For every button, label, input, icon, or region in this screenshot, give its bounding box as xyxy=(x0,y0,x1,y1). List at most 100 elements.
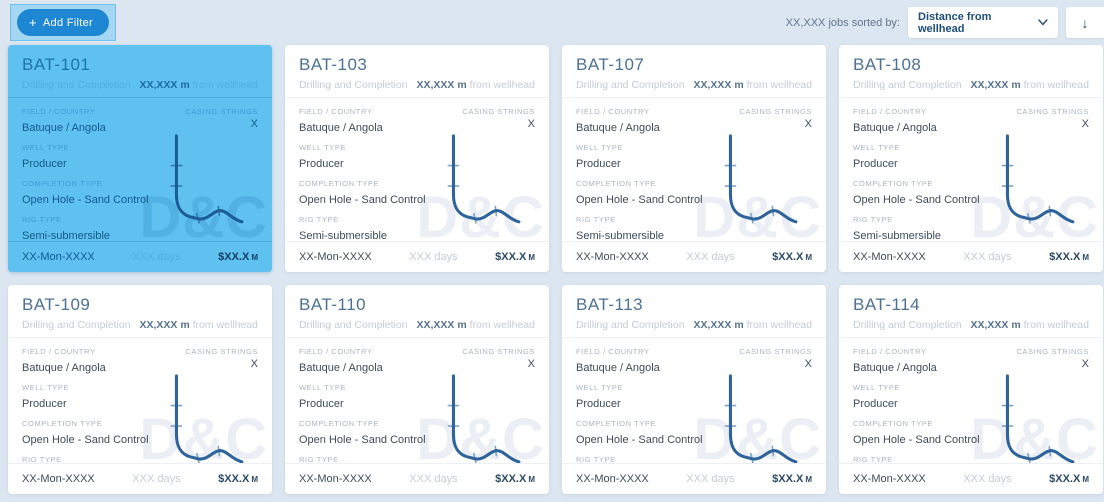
casing-strings-label: CASING STRINGS xyxy=(1016,347,1089,356)
distance-from-wellhead: XX,XXX m from wellhead xyxy=(417,319,536,331)
distance-from-wellhead: XX,XXX m from wellhead xyxy=(971,79,1090,91)
field-country-value: Batuque / Angola xyxy=(22,122,106,134)
completion-type-value: Open Hole - Sand Control xyxy=(22,194,149,206)
field-country: FIELD / COUNTRY Batuque / Angola xyxy=(22,107,182,136)
field-country-label: FIELD / COUNTRY xyxy=(576,107,650,116)
card-body: FIELD / COUNTRY Batuque / Angola WELL TY… xyxy=(285,338,549,463)
rig-type: RIG TYPE Semi-submersible xyxy=(853,215,1013,241)
card-header: BAT-114 Drilling and Completion XX,XXX m… xyxy=(839,285,1103,338)
sort-direction-button[interactable]: ↓ xyxy=(1066,7,1104,38)
cost-unit: M xyxy=(528,475,535,484)
well-type-label: WELL TYPE xyxy=(576,143,624,152)
well-id-title: BAT-103 xyxy=(299,55,368,74)
spud-date: XX-Mon-XXXX xyxy=(22,473,95,485)
card-body: FIELD / COUNTRY Batuque / Angola WELL TY… xyxy=(562,338,826,463)
well-id-title: BAT-114 xyxy=(853,295,921,314)
card-subtitle: Drilling and Completion xyxy=(853,79,962,91)
spud-date: XX-Mon-XXXX xyxy=(299,473,372,485)
completion-type-label: COMPLETION TYPE xyxy=(853,179,934,188)
rig-type-label: RIG TYPE xyxy=(853,455,893,463)
spud-date: XX-Mon-XXXX xyxy=(576,473,649,485)
completion-type-value: Open Hole - Sand Control xyxy=(853,434,980,446)
card-footer: XX-Mon-XXXX XXX days $XX.X M xyxy=(8,463,272,494)
well-trajectory-chart xyxy=(170,134,244,224)
rig-type: RIG TYPE Semi-submersible xyxy=(22,455,182,463)
card-header: BAT-113 Drilling and Completion XX,XXX m… xyxy=(562,285,826,338)
well-type: WELL TYPE Producer xyxy=(22,143,182,172)
cost-value: $XX.X M xyxy=(218,251,258,263)
cost-value: $XX.X M xyxy=(1049,473,1089,485)
dc-watermark: D&C xyxy=(693,185,822,241)
well-card-bat-110[interactable]: BAT-110 Drilling and Completion XX,XXX m… xyxy=(285,285,549,494)
card-header: BAT-103 Drilling and Completion XX,XXX m… xyxy=(285,45,549,98)
card-subtitle: Drilling and Completion xyxy=(22,319,131,331)
well-card-bat-107[interactable]: BAT-107 Drilling and Completion XX,XXX m… xyxy=(562,45,826,272)
cost-unit: M xyxy=(251,253,258,262)
casing-strings: CASING STRINGS X xyxy=(1016,107,1089,130)
well-id-title: BAT-101 xyxy=(22,55,91,74)
field-country: FIELD / COUNTRY Batuque / Angola xyxy=(576,347,736,376)
distance-from-wellhead: XX,XXX m from wellhead xyxy=(417,79,536,91)
casing-strings-value: X xyxy=(804,118,812,130)
field-country: FIELD / COUNTRY Batuque / Angola xyxy=(853,107,1013,136)
casing-strings-value: X xyxy=(527,358,535,370)
casing-strings: CASING STRINGS X xyxy=(462,347,535,370)
distance-value: XX,XXX m xyxy=(139,319,190,331)
well-id-title: BAT-107 xyxy=(576,55,645,74)
well-card-bat-103[interactable]: BAT-103 Drilling and Completion XX,XXX m… xyxy=(285,45,549,272)
card-footer: XX-Mon-XXXX XXX days $XX.X M xyxy=(8,241,272,272)
sort-by-value: Distance from wellhead xyxy=(918,10,992,35)
casing-strings-label: CASING STRINGS xyxy=(185,107,258,116)
add-filter-highlight: + Add Filter xyxy=(10,4,116,41)
distance-value: XX,XXX m xyxy=(970,319,1021,331)
field-country: FIELD / COUNTRY Batuque / Angola xyxy=(576,107,736,136)
well-trajectory-chart xyxy=(1001,374,1075,463)
distance-suffix: from wellhead xyxy=(469,319,535,331)
completion-type-value: Open Hole - Sand Control xyxy=(22,434,149,446)
well-type-label: WELL TYPE xyxy=(22,383,70,392)
casing-strings-label: CASING STRINGS xyxy=(1016,107,1089,116)
cost-amount: $XX.X xyxy=(218,251,250,263)
cost-amount: $XX.X xyxy=(772,251,804,263)
field-country: FIELD / COUNTRY Batuque / Angola xyxy=(299,347,459,376)
well-type: WELL TYPE Producer xyxy=(299,143,459,172)
spud-date: XX-Mon-XXXX xyxy=(299,251,372,263)
field-country: FIELD / COUNTRY Batuque / Angola xyxy=(853,347,1013,376)
duration-days: XXX days xyxy=(963,473,1012,485)
well-card-bat-114[interactable]: BAT-114 Drilling and Completion XX,XXX m… xyxy=(839,285,1103,494)
well-card-bat-108[interactable]: BAT-108 Drilling and Completion XX,XXX m… xyxy=(839,45,1103,272)
field-country: FIELD / COUNTRY Batuque / Angola xyxy=(299,107,459,136)
field-country-value: Batuque / Angola xyxy=(853,362,937,374)
well-type-label: WELL TYPE xyxy=(299,383,347,392)
plus-icon: + xyxy=(29,15,37,30)
completion-type-value: Open Hole - Sand Control xyxy=(299,434,426,446)
well-card-bat-113[interactable]: BAT-113 Drilling and Completion XX,XXX m… xyxy=(562,285,826,494)
duration-days: XXX days xyxy=(686,251,735,263)
completion-type: COMPLETION TYPE Open Hole - Sand Control xyxy=(576,419,736,448)
card-header: BAT-101 Drilling and Completion XX,XXX m… xyxy=(8,45,272,98)
well-card-bat-101[interactable]: BAT-101 Drilling and Completion XX,XXX m… xyxy=(8,45,272,272)
distance-suffix: from wellhead xyxy=(192,79,258,91)
card-header: BAT-110 Drilling and Completion XX,XXX m… xyxy=(285,285,549,338)
sort-by-dropdown[interactable]: Distance from wellhead xyxy=(908,7,1058,38)
well-type-value: Producer xyxy=(576,158,621,170)
cost-amount: $XX.X xyxy=(1049,473,1081,485)
distance-suffix: from wellhead xyxy=(746,319,812,331)
card-footer: XX-Mon-XXXX XXX days $XX.X M xyxy=(562,463,826,494)
add-filter-button[interactable]: + Add Filter xyxy=(17,9,109,36)
rig-type-label: RIG TYPE xyxy=(299,215,339,224)
rig-type-label: RIG TYPE xyxy=(576,215,616,224)
rig-type-value: Semi-submersible xyxy=(576,230,665,241)
well-id-title: BAT-110 xyxy=(299,295,367,314)
well-type: WELL TYPE Producer xyxy=(299,383,459,412)
well-card-bat-109[interactable]: BAT-109 Drilling and Completion XX,XXX m… xyxy=(8,285,272,494)
completion-type: COMPLETION TYPE Open Hole - Sand Control xyxy=(22,179,182,208)
well-type-value: Producer xyxy=(576,398,621,410)
distance-suffix: from wellhead xyxy=(192,319,258,331)
card-footer: XX-Mon-XXXX XXX days $XX.X M xyxy=(839,463,1103,494)
duration-days: XXX days xyxy=(132,473,181,485)
well-trajectory-chart xyxy=(447,134,521,224)
cost-amount: $XX.X xyxy=(495,251,527,263)
field-country-label: FIELD / COUNTRY xyxy=(853,107,927,116)
distance-value: XX,XXX m xyxy=(416,79,467,91)
